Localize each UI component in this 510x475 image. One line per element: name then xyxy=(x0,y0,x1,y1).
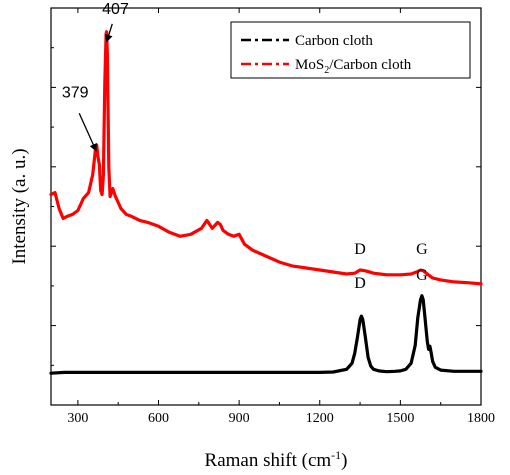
annotation-4: D xyxy=(354,275,366,292)
annotation-5: G xyxy=(416,267,428,284)
annotation-arrow-0 xyxy=(105,23,113,43)
legend-label-0: Carbon cloth xyxy=(295,33,373,49)
y-axis-label: Intensity (a. u.) xyxy=(9,148,30,264)
x-tick-label-1800: 1800 xyxy=(467,411,495,426)
legend-box xyxy=(230,21,471,79)
annotation-arrow-1 xyxy=(78,112,97,152)
series-line-1 xyxy=(49,30,483,286)
x-tick-label-600: 600 xyxy=(148,411,169,426)
x-tick-label-300: 300 xyxy=(67,411,88,426)
x-tick-label-1500: 1500 xyxy=(386,411,414,426)
annotation-1: 379 xyxy=(62,84,89,101)
annotation-0: 407 xyxy=(102,1,129,18)
series-line-0 xyxy=(49,294,483,375)
x-tick-label-900: 900 xyxy=(229,411,250,426)
annotation-3: G xyxy=(416,241,428,258)
x-axis-label: Raman shift (cm-1) xyxy=(205,448,348,471)
annotation-2: D xyxy=(354,241,366,258)
legend-label-1: MoS2/Carbon cloth xyxy=(295,57,412,76)
x-tick-label-1200: 1200 xyxy=(306,411,334,426)
